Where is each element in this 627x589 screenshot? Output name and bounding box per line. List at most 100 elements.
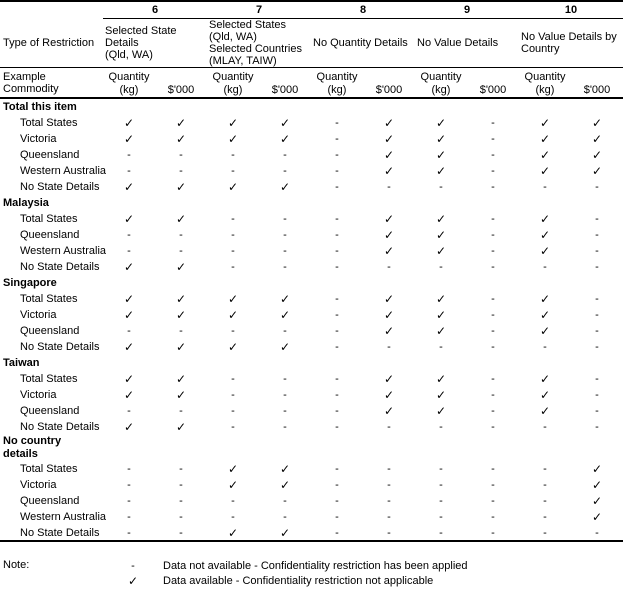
dash-mark: - [179, 325, 183, 337]
table-row: Western Australia - - - - - ✓ ✓ - ✓ - [0, 243, 623, 259]
check-mark: ✓ [435, 132, 447, 146]
check-mark: ✓ [591, 116, 603, 130]
dash-mark: - [595, 421, 599, 433]
check-mark: ✓ [435, 164, 447, 178]
dash-mark: - [595, 181, 599, 193]
group-label: Malaysia [3, 196, 49, 209]
dash-mark: - [543, 495, 547, 507]
row-label: Total States [20, 117, 78, 129]
check-mark: ✓ [279, 478, 291, 492]
dash-mark: - [283, 261, 287, 273]
dash-mark: - [335, 421, 339, 433]
note-item-check: ✓ Data available - Confidentiality restr… [118, 574, 627, 589]
dash-mark: - [335, 133, 339, 145]
dash-mark: - [231, 325, 235, 337]
quantity-kg-header: Quantity (kg) [207, 67, 259, 99]
dash-mark: - [491, 181, 495, 193]
dash-mark: - [283, 213, 287, 225]
dash-mark: - [387, 479, 391, 491]
table-row: Total States ✓ ✓ - - - ✓ ✓ - ✓ - [0, 371, 623, 387]
table-row: No State Details ✓ ✓ - - - - - - - - [0, 419, 623, 435]
dash-mark: - [595, 325, 599, 337]
dash-mark: - [179, 511, 183, 523]
dash-mark: - [335, 181, 339, 193]
check-mark: ✓ [279, 116, 291, 130]
table-row: Western Australia - - - - - ✓ ✓ - ✓ ✓ [0, 163, 623, 179]
dash-mark: - [595, 229, 599, 241]
dash-mark: - [231, 149, 235, 161]
check-mark: ✓ [539, 132, 551, 146]
dash-mark: - [127, 229, 131, 241]
dash-mark: - [491, 229, 495, 241]
row-label: Western Australia [20, 165, 107, 177]
dash-mark: - [179, 149, 183, 161]
restriction-description: No Quantity Details [311, 18, 415, 68]
value-header: $'000 [363, 67, 415, 99]
quantity-kg-header: Quantity (kg) [311, 67, 363, 99]
check-mark: ✓ [279, 292, 291, 306]
check-mark: ✓ [227, 340, 239, 354]
check-mark: ✓ [123, 180, 135, 194]
check-mark: ✓ [383, 148, 395, 162]
dash-mark: - [283, 405, 287, 417]
dash-mark: - [387, 421, 391, 433]
check-mark: ✓ [175, 180, 187, 194]
row-label: Victoria [20, 309, 57, 321]
check-mark: ✓ [227, 308, 239, 322]
dash-mark: - [491, 309, 495, 321]
column-number: 8 [311, 0, 415, 19]
dash-mark: - [231, 511, 235, 523]
dash-mark: - [491, 389, 495, 401]
value-header: $'000 [259, 67, 311, 99]
check-mark: ✓ [175, 340, 187, 354]
dash-mark: - [179, 463, 183, 475]
check-mark: ✓ [539, 212, 551, 226]
table-row: Queensland - - - - - ✓ ✓ - ✓ - [0, 227, 623, 243]
dash-mark: - [335, 341, 339, 353]
row-label: No State Details [20, 181, 100, 193]
table-row: Victoria - - ✓ ✓ - - - - - ✓ [0, 477, 623, 493]
check-mark: ✓ [175, 132, 187, 146]
dash-mark: - [283, 149, 287, 161]
dash-mark: - [595, 373, 599, 385]
table-row: Total States ✓ ✓ ✓ ✓ - ✓ ✓ - ✓ - [0, 291, 623, 307]
check-mark: ✓ [435, 308, 447, 322]
table-row: Total States - - ✓ ✓ - - - - - ✓ [0, 461, 623, 477]
dash-mark: - [335, 495, 339, 507]
dash-mark: - [127, 165, 131, 177]
dash-mark: - [491, 117, 495, 129]
dash-mark: - [491, 245, 495, 257]
dash-mark: - [127, 479, 131, 491]
dash-mark: - [127, 463, 131, 475]
check-mark: ✓ [227, 478, 239, 492]
row-label: Victoria [20, 389, 57, 401]
check-mark: ✓ [227, 292, 239, 306]
dash-mark: - [335, 229, 339, 241]
check-mark: ✓ [279, 132, 291, 146]
dash-mark: - [467, 525, 519, 542]
dash-mark: - [439, 421, 443, 433]
dash-mark: - [155, 525, 207, 542]
dash-mark: - [491, 165, 495, 177]
dash-mark: - [415, 525, 467, 542]
dash-symbol: - [131, 560, 135, 572]
check-mark: ✓ [539, 324, 551, 338]
table-row: Total States ✓ ✓ ✓ ✓ - ✓ ✓ - ✓ ✓ [0, 115, 623, 131]
dash-mark: - [335, 165, 339, 177]
dash-mark: - [595, 389, 599, 401]
row-label: Total States [20, 293, 78, 305]
group-header-row: Taiwan [0, 355, 623, 371]
dash-mark: - [231, 213, 235, 225]
check-mark: ✓ [383, 324, 395, 338]
row-label: Queensland [20, 495, 80, 507]
table-row: Queensland - - - - - ✓ ✓ - ✓ ✓ [0, 147, 623, 163]
dash-mark: - [179, 229, 183, 241]
row-label: Queensland [20, 229, 80, 241]
dash-mark: - [387, 261, 391, 273]
dash-mark: - [387, 511, 391, 523]
example-commodity-label: Example Commodity [0, 67, 103, 99]
dash-mark: - [311, 525, 363, 542]
dash-mark: - [179, 165, 183, 177]
table-header: 6 7 8 9 10 Type of Restriction Selected State D… [0, 0, 623, 99]
quantity-kg-header: Quantity (kg) [415, 67, 467, 99]
